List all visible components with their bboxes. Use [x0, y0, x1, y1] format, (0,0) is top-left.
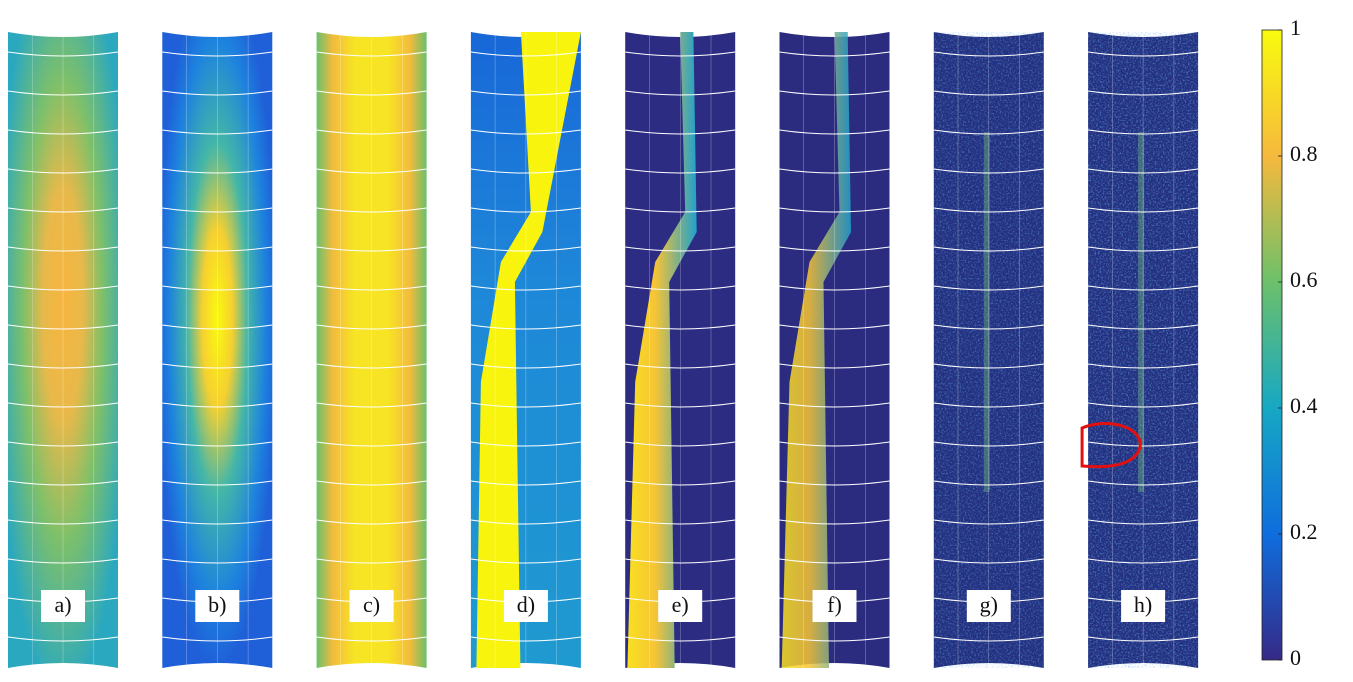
label-box	[349, 590, 394, 622]
label-box	[195, 590, 240, 622]
panel: b)	[162, 32, 273, 668]
label-box	[966, 590, 1011, 622]
colorbar	[1261, 29, 1283, 661]
label-box	[812, 590, 857, 622]
panel: d)	[470, 32, 581, 668]
label-box	[1121, 590, 1166, 622]
tick-label: 0	[1290, 645, 1301, 670]
panel: h)	[1080, 32, 1199, 668]
label-box	[41, 590, 85, 622]
panel: c)	[316, 32, 427, 668]
panel-label: e)	[672, 592, 689, 617]
wave-band	[627, 32, 697, 668]
panel-label: b)	[208, 592, 226, 617]
panel-label: f)	[827, 592, 842, 617]
colorbar-ticks: 0 0.2 0.4 0.6 0.8 1	[1278, 15, 1318, 670]
panels: a) b) c) d) e) f) g) h)	[7, 32, 1199, 668]
panel-label: c)	[363, 592, 380, 617]
panel: a)	[7, 32, 119, 668]
wave-band	[476, 32, 581, 668]
label-box	[658, 590, 703, 622]
tick-label: 0.6	[1290, 267, 1318, 292]
tick-label: 1	[1290, 15, 1301, 40]
panel-label: g)	[980, 592, 998, 617]
label-box	[503, 590, 548, 622]
panel-label: a)	[54, 592, 71, 617]
tick-label: 0.8	[1290, 141, 1318, 166]
streak	[1138, 132, 1145, 492]
panel: f)	[779, 32, 890, 668]
wave-band	[781, 32, 851, 668]
tick-label: 0.4	[1290, 393, 1318, 418]
tick-label: 0.2	[1290, 519, 1318, 544]
panel-label: d)	[517, 592, 535, 617]
panel-label: h)	[1134, 592, 1152, 617]
panel: g)	[933, 32, 1044, 668]
panel: e)	[625, 32, 736, 668]
highlight	[1080, 421, 1142, 469]
streak	[983, 132, 990, 492]
